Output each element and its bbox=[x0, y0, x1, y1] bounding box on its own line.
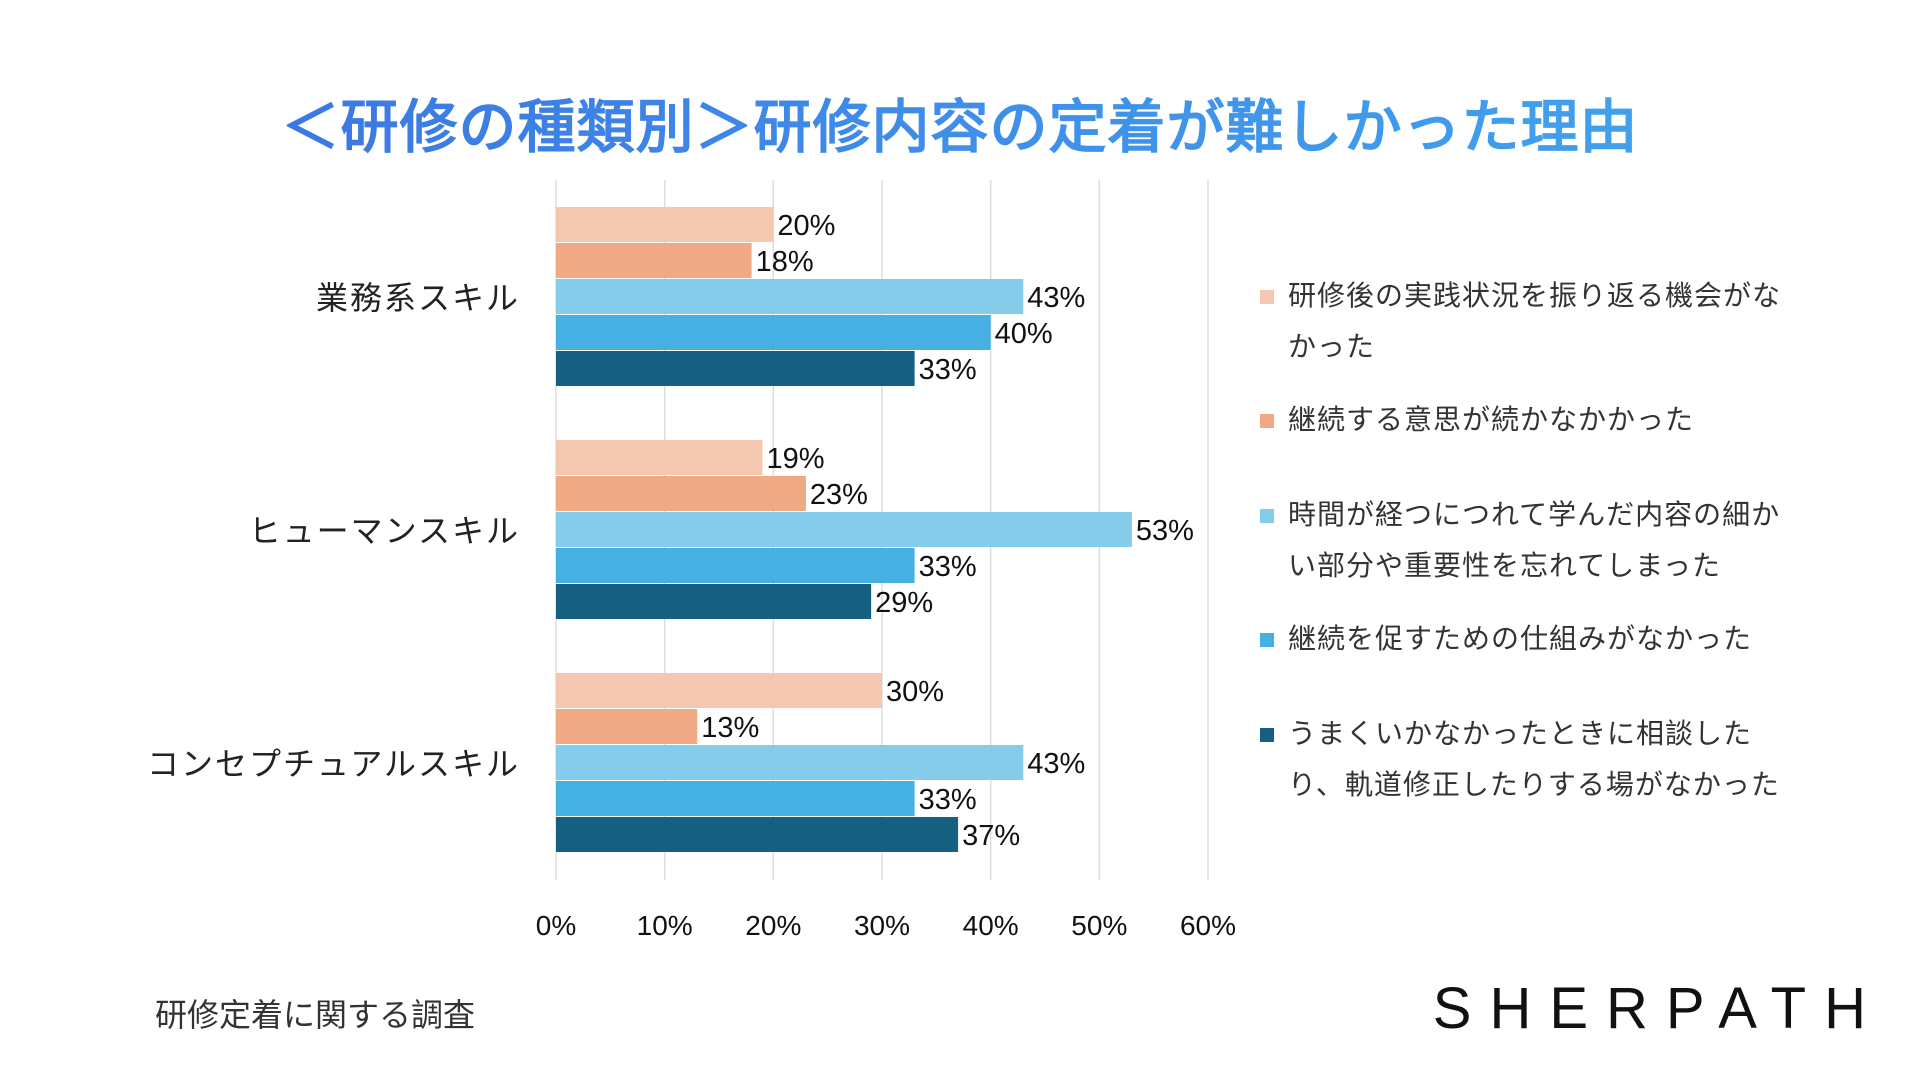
page-title: ＜研修の種類別＞研修内容の定着が難しかった理由 bbox=[0, 80, 1920, 164]
x-tick-label: 60% bbox=[1180, 910, 1236, 941]
legend-item: うまくいかなかったときに相談した り、軌道修正したりする場がなかった bbox=[1260, 708, 1820, 810]
data-label: 33% bbox=[919, 784, 977, 816]
labels: 0% 10% 20% 30% 40% 50% 60% 20% 18% 43% 40% 33% 業務系スキ… bbox=[147, 210, 1236, 941]
bar bbox=[556, 440, 763, 475]
legend-label: 継続を促すための仕組みがなかった bbox=[1288, 622, 1753, 655]
data-label: 13% bbox=[701, 712, 759, 744]
bar bbox=[556, 584, 872, 619]
data-label: 33% bbox=[919, 551, 977, 583]
data-label: 30% bbox=[886, 676, 944, 708]
legend-label: うまくいかなかったときに相談した bbox=[1288, 717, 1753, 750]
bar bbox=[556, 673, 882, 708]
legend-item: 継続を促すための仕組みがなかった bbox=[1260, 613, 1820, 664]
legend-swatch bbox=[1260, 290, 1274, 304]
bar bbox=[556, 351, 915, 386]
legend-swatch bbox=[1260, 633, 1274, 647]
category-label: コンセプチュアルスキル bbox=[147, 745, 520, 783]
data-label: 43% bbox=[1027, 748, 1085, 780]
x-tick-label: 10% bbox=[637, 910, 693, 941]
data-label: 43% bbox=[1027, 282, 1085, 314]
bar bbox=[556, 243, 752, 278]
legend-label: かった bbox=[1288, 330, 1376, 363]
bar bbox=[556, 709, 698, 744]
x-tick-label: 20% bbox=[745, 910, 801, 941]
bar bbox=[556, 817, 959, 852]
bar bbox=[556, 512, 1132, 547]
legend-item: 継続する意思が続かなかかった bbox=[1260, 394, 1820, 445]
legend: 研修後の実践状況を振り返る機会がな かった 継続する意思が続かなかかった 時間が… bbox=[1260, 270, 1820, 810]
category-label: 業務系スキル bbox=[316, 279, 520, 317]
legend-swatch bbox=[1260, 509, 1274, 523]
data-label: 19% bbox=[766, 443, 824, 475]
footer-note: 研修定着に関する調査 bbox=[155, 996, 476, 1034]
bar bbox=[556, 745, 1024, 780]
legend-item: 研修後の実践状況を振り返る機会がな かった bbox=[1260, 270, 1820, 372]
x-tick-label: 0% bbox=[536, 910, 576, 941]
x-tick-label: 50% bbox=[1071, 910, 1127, 941]
data-label: 53% bbox=[1136, 515, 1194, 547]
brand-logo: SHERPATH bbox=[1432, 976, 1884, 1041]
bars bbox=[556, 207, 1132, 852]
category-label: ヒューマンスキル bbox=[249, 512, 520, 550]
legend-label: 継続する意思が続かなかかった bbox=[1288, 403, 1695, 436]
data-label: 40% bbox=[995, 318, 1053, 350]
legend-label: 時間が経つにつれて学んだ内容の細か bbox=[1288, 498, 1781, 531]
legend-label: り、軌道修正したりする場がなかった bbox=[1288, 768, 1780, 801]
legend-swatch bbox=[1260, 414, 1274, 428]
data-label: 23% bbox=[810, 479, 868, 511]
bar bbox=[556, 476, 806, 511]
legend-swatch bbox=[1260, 728, 1274, 742]
data-label: 37% bbox=[962, 820, 1020, 852]
data-label: 33% bbox=[919, 354, 977, 386]
bar bbox=[556, 781, 915, 816]
data-label: 20% bbox=[777, 210, 835, 242]
x-tick-label: 30% bbox=[854, 910, 910, 941]
bar bbox=[556, 207, 774, 242]
x-tick-label: 40% bbox=[963, 910, 1019, 941]
data-label: 18% bbox=[756, 246, 814, 278]
bar bbox=[556, 548, 915, 583]
legend-label: 研修後の実践状況を振り返る機会がな bbox=[1288, 279, 1782, 312]
legend-item: 時間が経つにつれて学んだ内容の細か い部分や重要性を忘れてしまった bbox=[1260, 489, 1820, 591]
bar bbox=[556, 315, 991, 350]
legend-label: い部分や重要性を忘れてしまった bbox=[1288, 549, 1722, 582]
bar bbox=[556, 279, 1024, 314]
data-label: 29% bbox=[875, 587, 933, 619]
